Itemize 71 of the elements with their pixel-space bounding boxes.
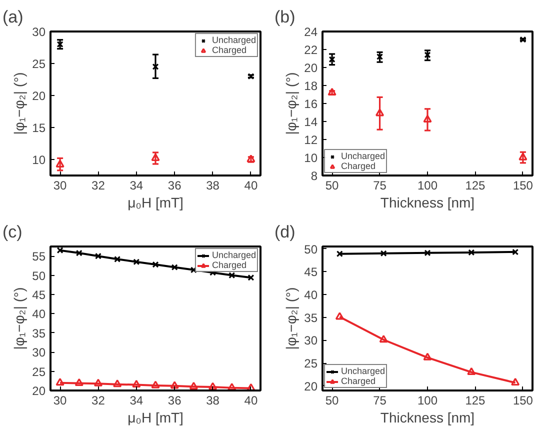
x-tick-label: 40 [244,178,258,192]
y-tick-label: 15 [32,121,46,135]
y-axis-title: |φ₁−φ₂| (°) [283,72,300,135]
y-tick-label: 25 [32,57,46,71]
y-tick-label: 18 [304,79,318,93]
x-tick-label: 100 [417,394,438,408]
y-axis-title: |φ₁−φ₂| (°) [283,287,300,350]
y-axis-title: |φ₁−φ₂| (°) [11,72,28,135]
y-tick-label: 10 [304,151,318,165]
x-tick-label: 38 [206,178,220,192]
x-tick-label: 150 [512,178,534,192]
y-tick-label: 50 [304,242,318,256]
x-tick-label: 125 [465,178,486,192]
legend-label: Charged [341,376,376,386]
y-tick-label: 30 [32,25,46,39]
y-tick-label: 16 [304,97,318,111]
y-tick-label: 10 [32,153,46,167]
x-axis-title: Thickness [nm] [380,410,475,426]
y-tick-label: 24 [304,25,318,39]
y-tick-label: 50 [32,268,46,283]
y-tick-label: 22 [304,43,318,57]
x-tick-label: 75 [373,394,387,408]
x-tick-label: 30 [53,178,68,192]
legend-label: Uncharged [212,250,256,260]
y-tick-label: 20 [32,89,46,103]
y-tick-label: 14 [304,115,318,129]
y-tick-label: 20 [304,379,318,394]
x-tick-label: 150 [512,394,534,408]
chart-title: (c) [2,222,22,242]
legend-label: Uncharged [341,366,386,376]
y-tick-label: 25 [304,356,318,371]
x-tick-label: 36 [168,178,182,192]
y-tick-label: 35 [304,310,318,325]
x-tick-label: 38 [206,394,220,408]
x-axis-title: μ₀H [mT] [128,410,184,426]
y-tick-label: 45 [32,288,46,302]
y-tick-label: 25 [32,364,46,379]
y-tick-label: 35 [32,326,46,340]
y-tick-label: 12 [304,133,318,147]
x-tick-label: 32 [92,394,106,408]
legend-label: Charged [212,45,246,55]
y-tick-label: 20 [304,61,318,75]
legend-label: Uncharged [212,35,256,45]
x-tick-label: 100 [417,178,438,192]
legend-label: Charged [212,260,246,270]
legend-label: Charged [341,161,376,171]
y-tick-label: 20 [32,384,46,398]
y-tick-label: 55 [32,250,46,264]
y-axis-title: |φ₁−φ₂| (°) [11,287,28,350]
y-tick-label: 30 [32,346,46,360]
x-axis-title: μ₀H [mT] [128,194,184,210]
legend-label: Uncharged [341,151,386,161]
x-tick-label: 34 [130,178,144,192]
x-tick-label: 75 [373,178,387,192]
x-axis-title: Thickness [nm] [380,194,475,210]
y-tick-label: 40 [304,288,318,302]
x-tick-label: 30 [53,394,68,408]
y-tick-label: 40 [32,307,46,322]
x-tick-label: 32 [92,178,106,192]
x-tick-label: 50 [325,178,340,192]
x-tick-label: 125 [465,394,486,408]
y-tick-label: 8 [310,169,318,183]
x-tick-label: 36 [168,394,182,408]
y-tick-label: 45 [304,265,318,280]
chart-title: (d) [274,222,296,242]
chart-title: (b) [274,8,296,26]
chart-title: (a) [2,8,24,26]
x-tick-label: 40 [244,394,258,408]
x-tick-label: 50 [325,394,340,408]
x-tick-label: 34 [130,394,144,408]
y-tick-label: 30 [304,334,318,348]
